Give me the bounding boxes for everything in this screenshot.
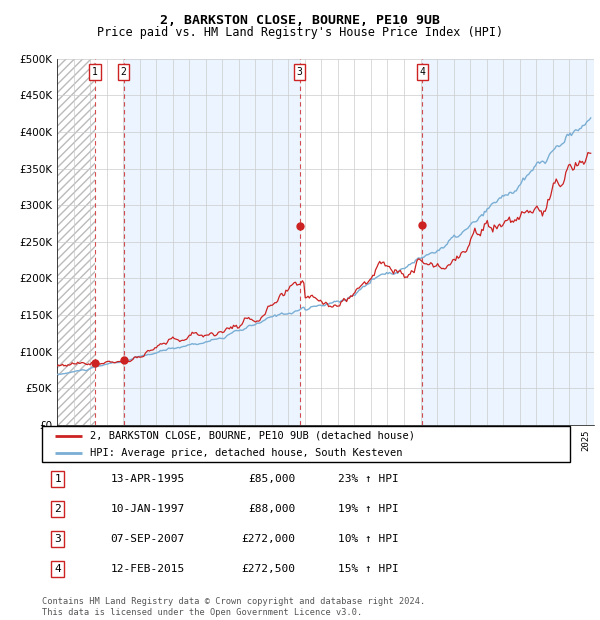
Text: 2: 2 [55, 504, 61, 514]
Text: 2, BARKSTON CLOSE, BOURNE, PE10 9UB (detached house): 2, BARKSTON CLOSE, BOURNE, PE10 9UB (det… [89, 431, 415, 441]
Text: £272,500: £272,500 [241, 564, 295, 574]
Text: 12-FEB-2015: 12-FEB-2015 [110, 564, 185, 574]
Text: 4: 4 [419, 67, 425, 77]
Text: Price paid vs. HM Land Registry's House Price Index (HPI): Price paid vs. HM Land Registry's House … [97, 26, 503, 39]
Text: 10% ↑ HPI: 10% ↑ HPI [338, 534, 398, 544]
Text: £85,000: £85,000 [248, 474, 295, 484]
Text: HPI: Average price, detached house, South Kesteven: HPI: Average price, detached house, Sout… [89, 448, 402, 458]
Text: 10-JAN-1997: 10-JAN-1997 [110, 504, 185, 514]
Text: 23% ↑ HPI: 23% ↑ HPI [338, 474, 398, 484]
Text: 13-APR-1995: 13-APR-1995 [110, 474, 185, 484]
Text: 1: 1 [92, 67, 98, 77]
Bar [422, 59, 594, 425]
Text: 2: 2 [121, 67, 127, 77]
Text: 19% ↑ HPI: 19% ↑ HPI [338, 504, 398, 514]
Bar [124, 59, 299, 425]
Text: 1: 1 [55, 474, 61, 484]
Text: £272,000: £272,000 [241, 534, 295, 544]
Text: Contains HM Land Registry data © Crown copyright and database right 2024.
This d: Contains HM Land Registry data © Crown c… [42, 598, 425, 617]
Bar [57, 59, 95, 425]
Text: 07-SEP-2007: 07-SEP-2007 [110, 534, 185, 544]
Text: 15% ↑ HPI: 15% ↑ HPI [338, 564, 398, 574]
FancyBboxPatch shape [42, 426, 570, 462]
Text: 3: 3 [55, 534, 61, 544]
Text: 4: 4 [55, 564, 61, 574]
Text: 3: 3 [296, 67, 302, 77]
Text: £88,000: £88,000 [248, 504, 295, 514]
Text: 2, BARKSTON CLOSE, BOURNE, PE10 9UB: 2, BARKSTON CLOSE, BOURNE, PE10 9UB [160, 14, 440, 27]
